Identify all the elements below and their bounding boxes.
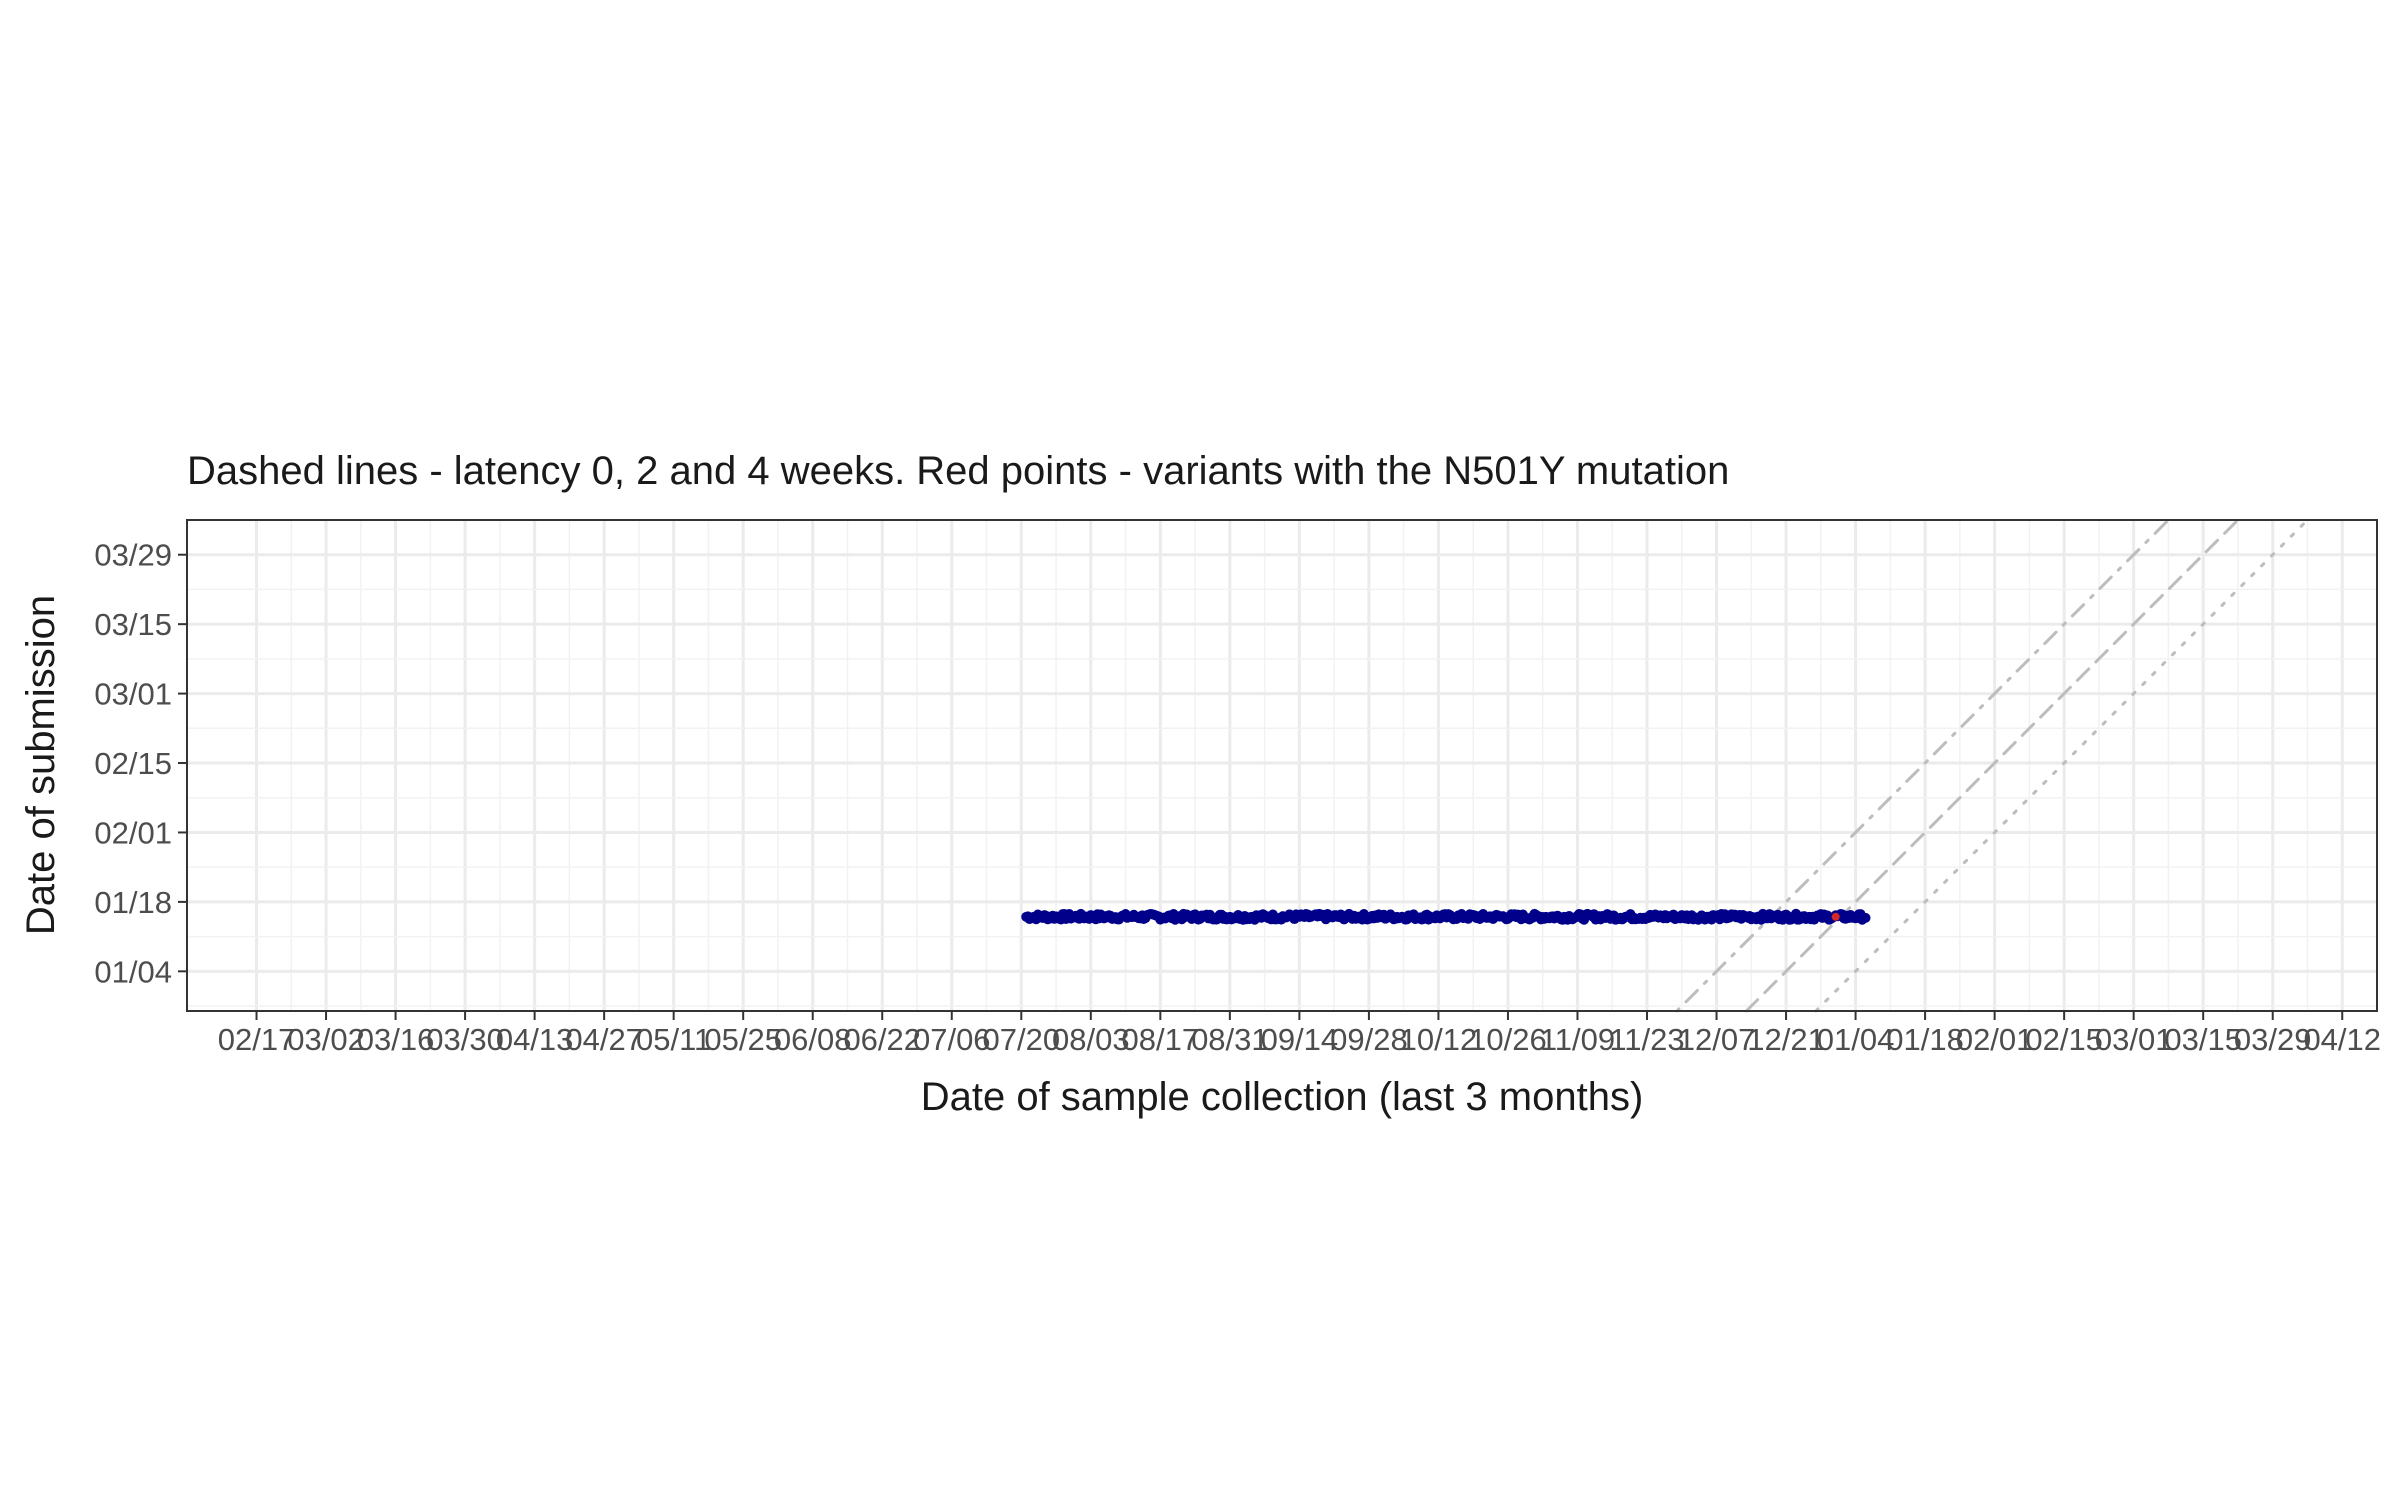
y-tick-label: 03/15 [94, 607, 172, 642]
x-tick-label: 08/03 [1052, 1022, 1130, 1057]
plot-border [186, 519, 2378, 1012]
y-axis: 01/04 01/18 02/01 02/15 03/01 03/15 03/29 [94, 538, 187, 989]
x-tick-label: 07/06 [913, 1022, 991, 1057]
x-tick-label: 08/17 [1122, 1022, 1200, 1057]
x-tick-label: 02/15 [2025, 1022, 2103, 1057]
x-tick-label: 10/26 [1469, 1022, 1547, 1057]
chart-title: Dashed lines - latency 0, 2 and 4 weeks.… [187, 449, 1729, 493]
x-tick-label: 11/23 [1609, 1022, 1684, 1057]
x-tick-label: 09/28 [1330, 1022, 1408, 1057]
latency-line-0-weeks [1814, 518, 2309, 1013]
y-tick-label: 01/04 [94, 954, 172, 989]
y-tick-label: 03/01 [94, 677, 172, 712]
x-tick-label: 05/25 [704, 1022, 782, 1057]
x-tick-label: 03/30 [426, 1022, 504, 1057]
x-axis-label: Date of sample collection (last 3 months… [921, 1075, 1644, 1119]
x-tick-label: 03/02 [287, 1022, 365, 1057]
x-tick-label: 03/16 [357, 1022, 435, 1057]
x-tick-label: 01/18 [1886, 1022, 1964, 1057]
x-tick-label: 03/29 [2234, 1022, 2312, 1057]
x-tick-label: 06/08 [774, 1022, 852, 1057]
latency-line-2-weeks [1744, 518, 2240, 1013]
y-axis-label: Date of submission [19, 595, 63, 935]
x-tick-label: 08/31 [1191, 1022, 1269, 1057]
x-tick-label: 05/11 [636, 1022, 711, 1057]
x-tick-label: 04/12 [2303, 1022, 2381, 1057]
y-tick-label: 01/18 [94, 885, 172, 920]
latency-reference-lines [1675, 518, 2309, 1013]
latency-line-4-weeks [1675, 518, 2170, 1013]
x-tick-label: 02/01 [1956, 1022, 2034, 1057]
y-tick-label: 02/01 [94, 815, 172, 850]
x-tick-label: 12/07 [1678, 1022, 1756, 1057]
n501y-point [1831, 912, 1840, 921]
y-tick-label: 03/29 [94, 538, 172, 573]
x-tick-label: 09/14 [1261, 1022, 1339, 1057]
x-tick-label: 04/27 [565, 1022, 643, 1057]
x-tick-label: 06/22 [843, 1022, 921, 1057]
x-tick-label: 10/12 [1400, 1022, 1478, 1057]
data-point [1860, 912, 1871, 923]
data-points [1021, 908, 1871, 925]
x-tick-label: 02/17 [218, 1022, 296, 1057]
x-tick-label: 11/09 [1540, 1022, 1615, 1057]
x-tick-label: 12/21 [1747, 1022, 1825, 1057]
x-axis: 02/1703/0203/1603/3004/1304/2705/1105/25… [218, 1011, 2381, 1057]
y-tick-label: 02/15 [94, 746, 172, 781]
x-tick-label: 01/04 [1817, 1022, 1895, 1057]
x-tick-label: 04/13 [496, 1022, 574, 1057]
x-tick-label: 07/20 [982, 1022, 1060, 1057]
x-tick-label: 03/15 [2164, 1022, 2242, 1057]
grid [187, 519, 2377, 1011]
plot-panel [187, 520, 2377, 1011]
x-tick-label: 03/01 [2095, 1022, 2173, 1057]
